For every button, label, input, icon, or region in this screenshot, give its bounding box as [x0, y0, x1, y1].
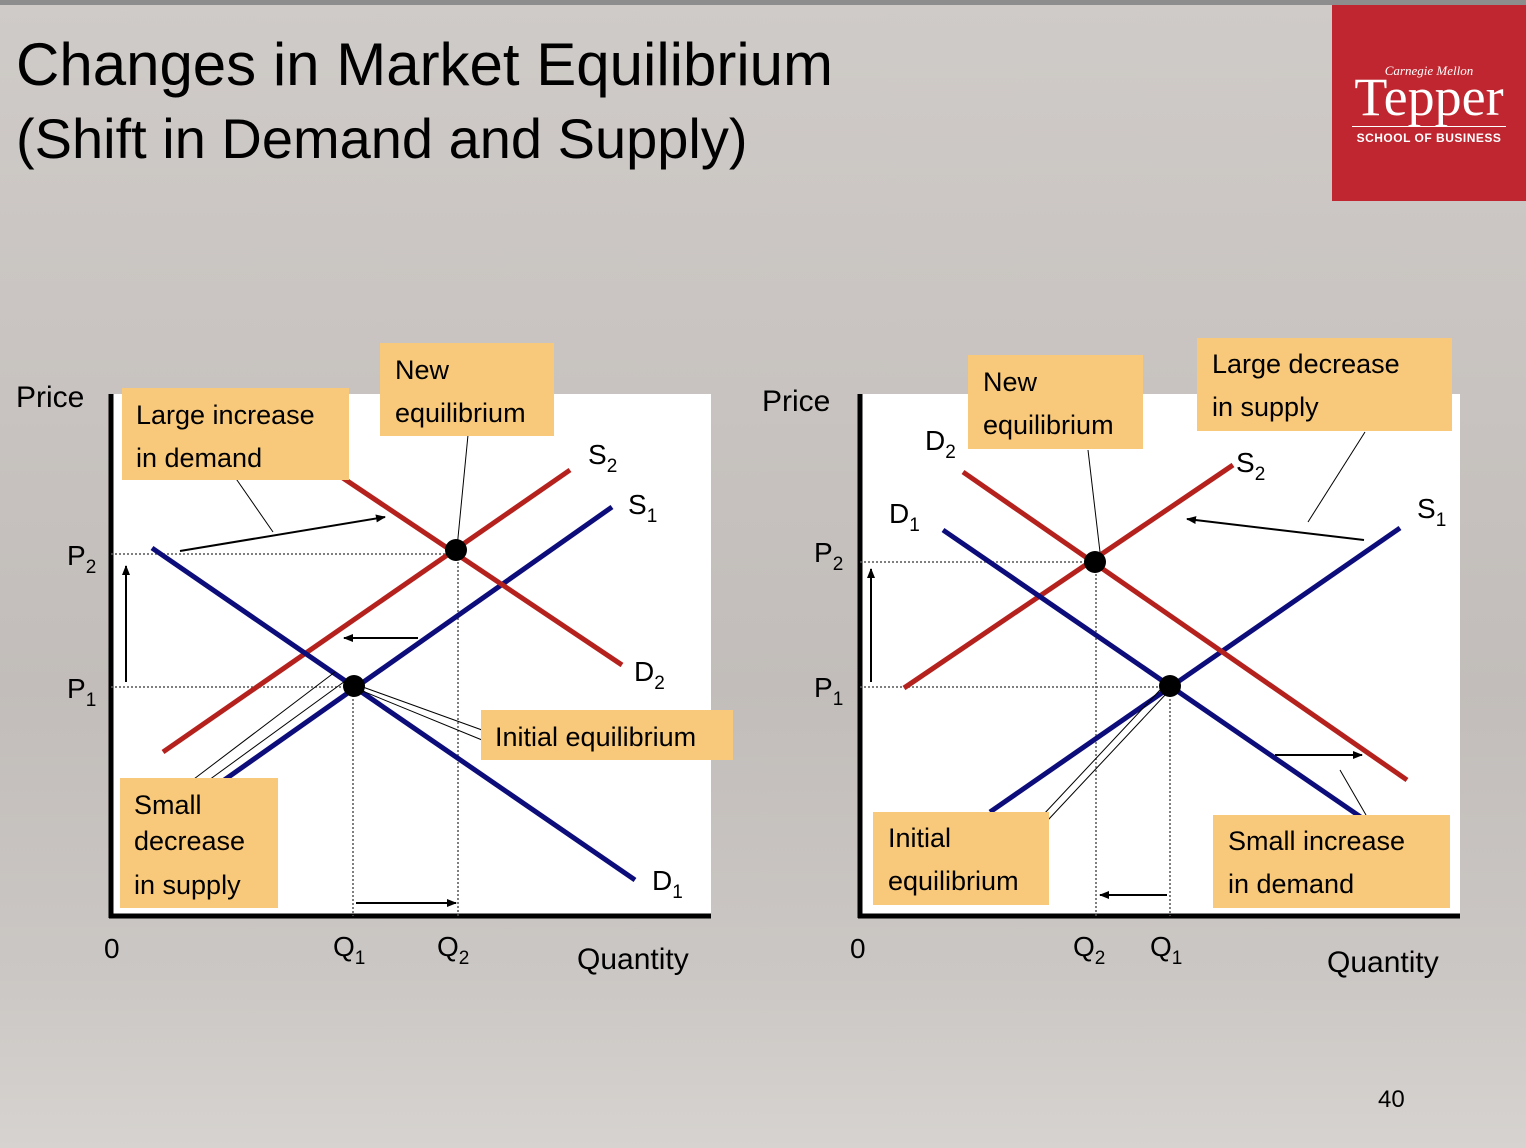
right-x-axis-label: Quantity: [1327, 946, 1439, 979]
left-initial-equilibrium-callout: Initial equilibrium: [481, 710, 733, 760]
left-s2-curve: [161, 467, 572, 755]
right-new-equilibrium-callout: New equilibrium: [968, 355, 1143, 449]
left-q1-label: Q1: [333, 931, 365, 969]
left-neweq-leader: [456, 434, 469, 549]
left-graph: Price Quantity 0 P2 P1 Q1 Q2 S2 S1 D2 D1…: [16, 343, 733, 976]
right-supply-leader: [1307, 431, 1366, 523]
right-graph: Price Quantity 0 P2 P1 Q2 Q1 D2 D1 S2 S1…: [762, 338, 1460, 979]
right-p1-label: P1: [814, 672, 843, 710]
logo-school: SCHOOL OF BUSINESS: [1356, 131, 1502, 145]
left-supply-callout: Small decrease in supply: [120, 778, 278, 908]
right-initial-equilibrium-point: [1159, 675, 1181, 697]
left-demand-callout-line-1: Large increase: [136, 400, 315, 430]
top-bar: [0, 0, 1526, 5]
right-supply-callout: Large decrease in supply: [1197, 338, 1452, 431]
left-demand-shift-arrow: [179, 514, 386, 552]
left-initial-equilibrium-point: [343, 675, 365, 697]
right-d1-curve: [941, 527, 1370, 825]
right-demand-leader: [1339, 769, 1367, 816]
right-demand-callout-line-1: Small increase: [1228, 826, 1405, 856]
right-s1-curve: [988, 525, 1402, 815]
right-q2-label: Q2: [1073, 931, 1105, 969]
logo-institution: Carnegie Mellon: [1384, 63, 1474, 78]
left-neweq-callout-line-1: New: [395, 355, 450, 385]
slide-subtitle: (Shift in Demand and Supply): [16, 107, 748, 170]
right-origin-label: 0: [850, 933, 866, 964]
left-new-equilibrium-callout: New equilibrium: [380, 343, 554, 436]
right-y-axis-label: Price: [762, 385, 830, 418]
left-q2-label: Q2: [437, 931, 469, 969]
right-supply-callout-line-2: in supply: [1212, 392, 1319, 422]
right-new-equilibrium-point: [1084, 551, 1106, 573]
right-demand-callout: Small increase in demand: [1213, 815, 1450, 908]
page-number: 40: [1378, 1086, 1405, 1113]
right-d2-curve: [961, 469, 1409, 783]
left-y-axis-label: Price: [16, 381, 84, 414]
left-supply-callout-line-1: Small: [134, 790, 202, 820]
left-p1-label: P1: [67, 673, 96, 711]
left-d2-curve: [323, 463, 624, 668]
logo-rule: [1352, 126, 1506, 127]
right-neweq-callout-line-2: equilibrium: [983, 410, 1114, 440]
right-s2-curve: [902, 462, 1235, 691]
left-supply-callout-line-3: in supply: [134, 870, 241, 900]
left-demand-leader: [229, 469, 274, 533]
right-p2-label: P2: [814, 537, 843, 575]
right-initial-equilibrium-callout: Initial equilibrium: [873, 812, 1049, 905]
left-s1-curve: [218, 504, 614, 786]
left-initeq-leader-1: [359, 689, 483, 741]
left-d1-curve: [150, 545, 637, 883]
left-x-axis-label: Quantity: [577, 943, 689, 976]
left-demand-callout: Large increase in demand: [122, 388, 349, 480]
left-origin-label: 0: [104, 933, 120, 964]
right-neweq-callout-line-1: New: [983, 367, 1038, 397]
right-demand-callout-line-2: in demand: [1228, 869, 1354, 899]
left-new-equilibrium-point: [445, 539, 467, 561]
left-supply-leader-1: [189, 671, 336, 783]
left-supply-leader-2: [197, 675, 353, 789]
left-supply-callout-line-2: decrease: [134, 826, 245, 856]
right-initeq-leader-2: [1042, 689, 1161, 816]
logo-name: Tepper: [1354, 67, 1504, 127]
left-initeq-callout-text: Initial equilibrium: [495, 722, 696, 752]
left-demand-callout-line-2: in demand: [136, 443, 262, 473]
left-neweq-callout-line-2: equilibrium: [395, 398, 526, 428]
right-supply-callout-line-1: Large decrease: [1212, 349, 1400, 379]
right-supply-shift-arrow: [1186, 516, 1365, 541]
left-p2-label: P2: [67, 540, 96, 578]
tepper-logo: Carnegie Mellon Tepper SCHOOL OF BUSINES…: [1332, 5, 1526, 201]
right-q1-label: Q1: [1150, 931, 1182, 969]
right-neweq-leader: [1087, 449, 1101, 553]
right-initeq-callout-line-2: equilibrium: [888, 866, 1019, 896]
left-initeq-leader-2: [359, 685, 483, 731]
right-initeq-leader-1: [1047, 693, 1167, 821]
right-initeq-callout-line-1: Initial: [888, 823, 951, 853]
slide-title: Changes in Market Equilibrium: [16, 31, 834, 98]
